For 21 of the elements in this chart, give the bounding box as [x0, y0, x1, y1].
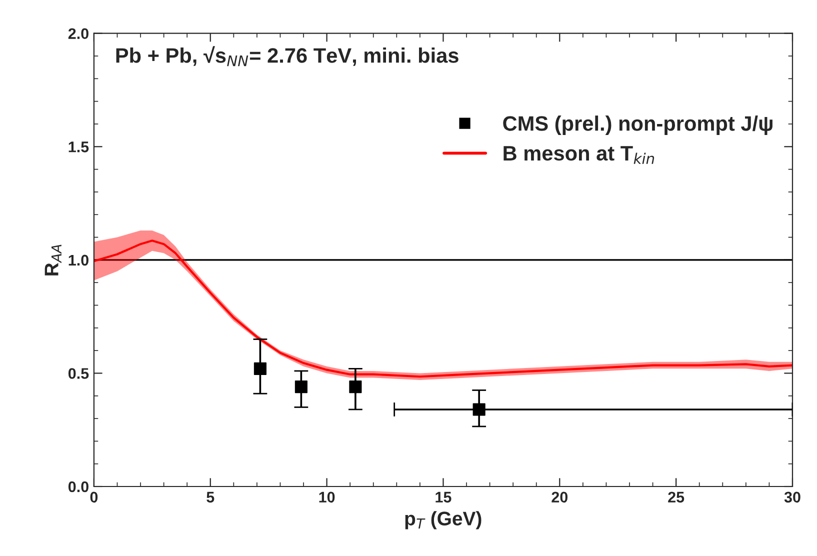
point	[472, 403, 486, 416]
legend-label: CMS (prel.) non-prompt J/ψ	[503, 116, 772, 135]
x-tick-label: 0	[90, 492, 98, 503]
y-tick-label: 0.0	[68, 481, 88, 492]
y-tick-label: 0.5	[68, 368, 89, 379]
x-tick-label: 15	[436, 492, 452, 503]
x-axis-title: p$_{T}$ (GeV)	[405, 511, 482, 530]
y-tick-label: 1.5	[68, 142, 89, 152]
x-tick-label: 20	[552, 492, 568, 503]
x-tick-label: 25	[668, 492, 684, 503]
y-axis-title: R$_{AA}$	[44, 244, 62, 276]
point	[254, 362, 266, 375]
point	[349, 380, 362, 394]
y-tick-label: 2.0	[68, 28, 88, 40]
annotation: Pb + Pb, √s$_{NN}$= 2.76 TeV, mini. bias	[116, 46, 458, 66]
point	[294, 380, 308, 394]
legend-label: B meson at T$_{kin}$	[504, 146, 654, 164]
x-tick-label: 5	[206, 492, 214, 503]
x-tick-label: 30	[784, 492, 800, 503]
y-tick-label: 1.0	[68, 254, 88, 266]
x-tick-label: 10	[319, 492, 335, 503]
